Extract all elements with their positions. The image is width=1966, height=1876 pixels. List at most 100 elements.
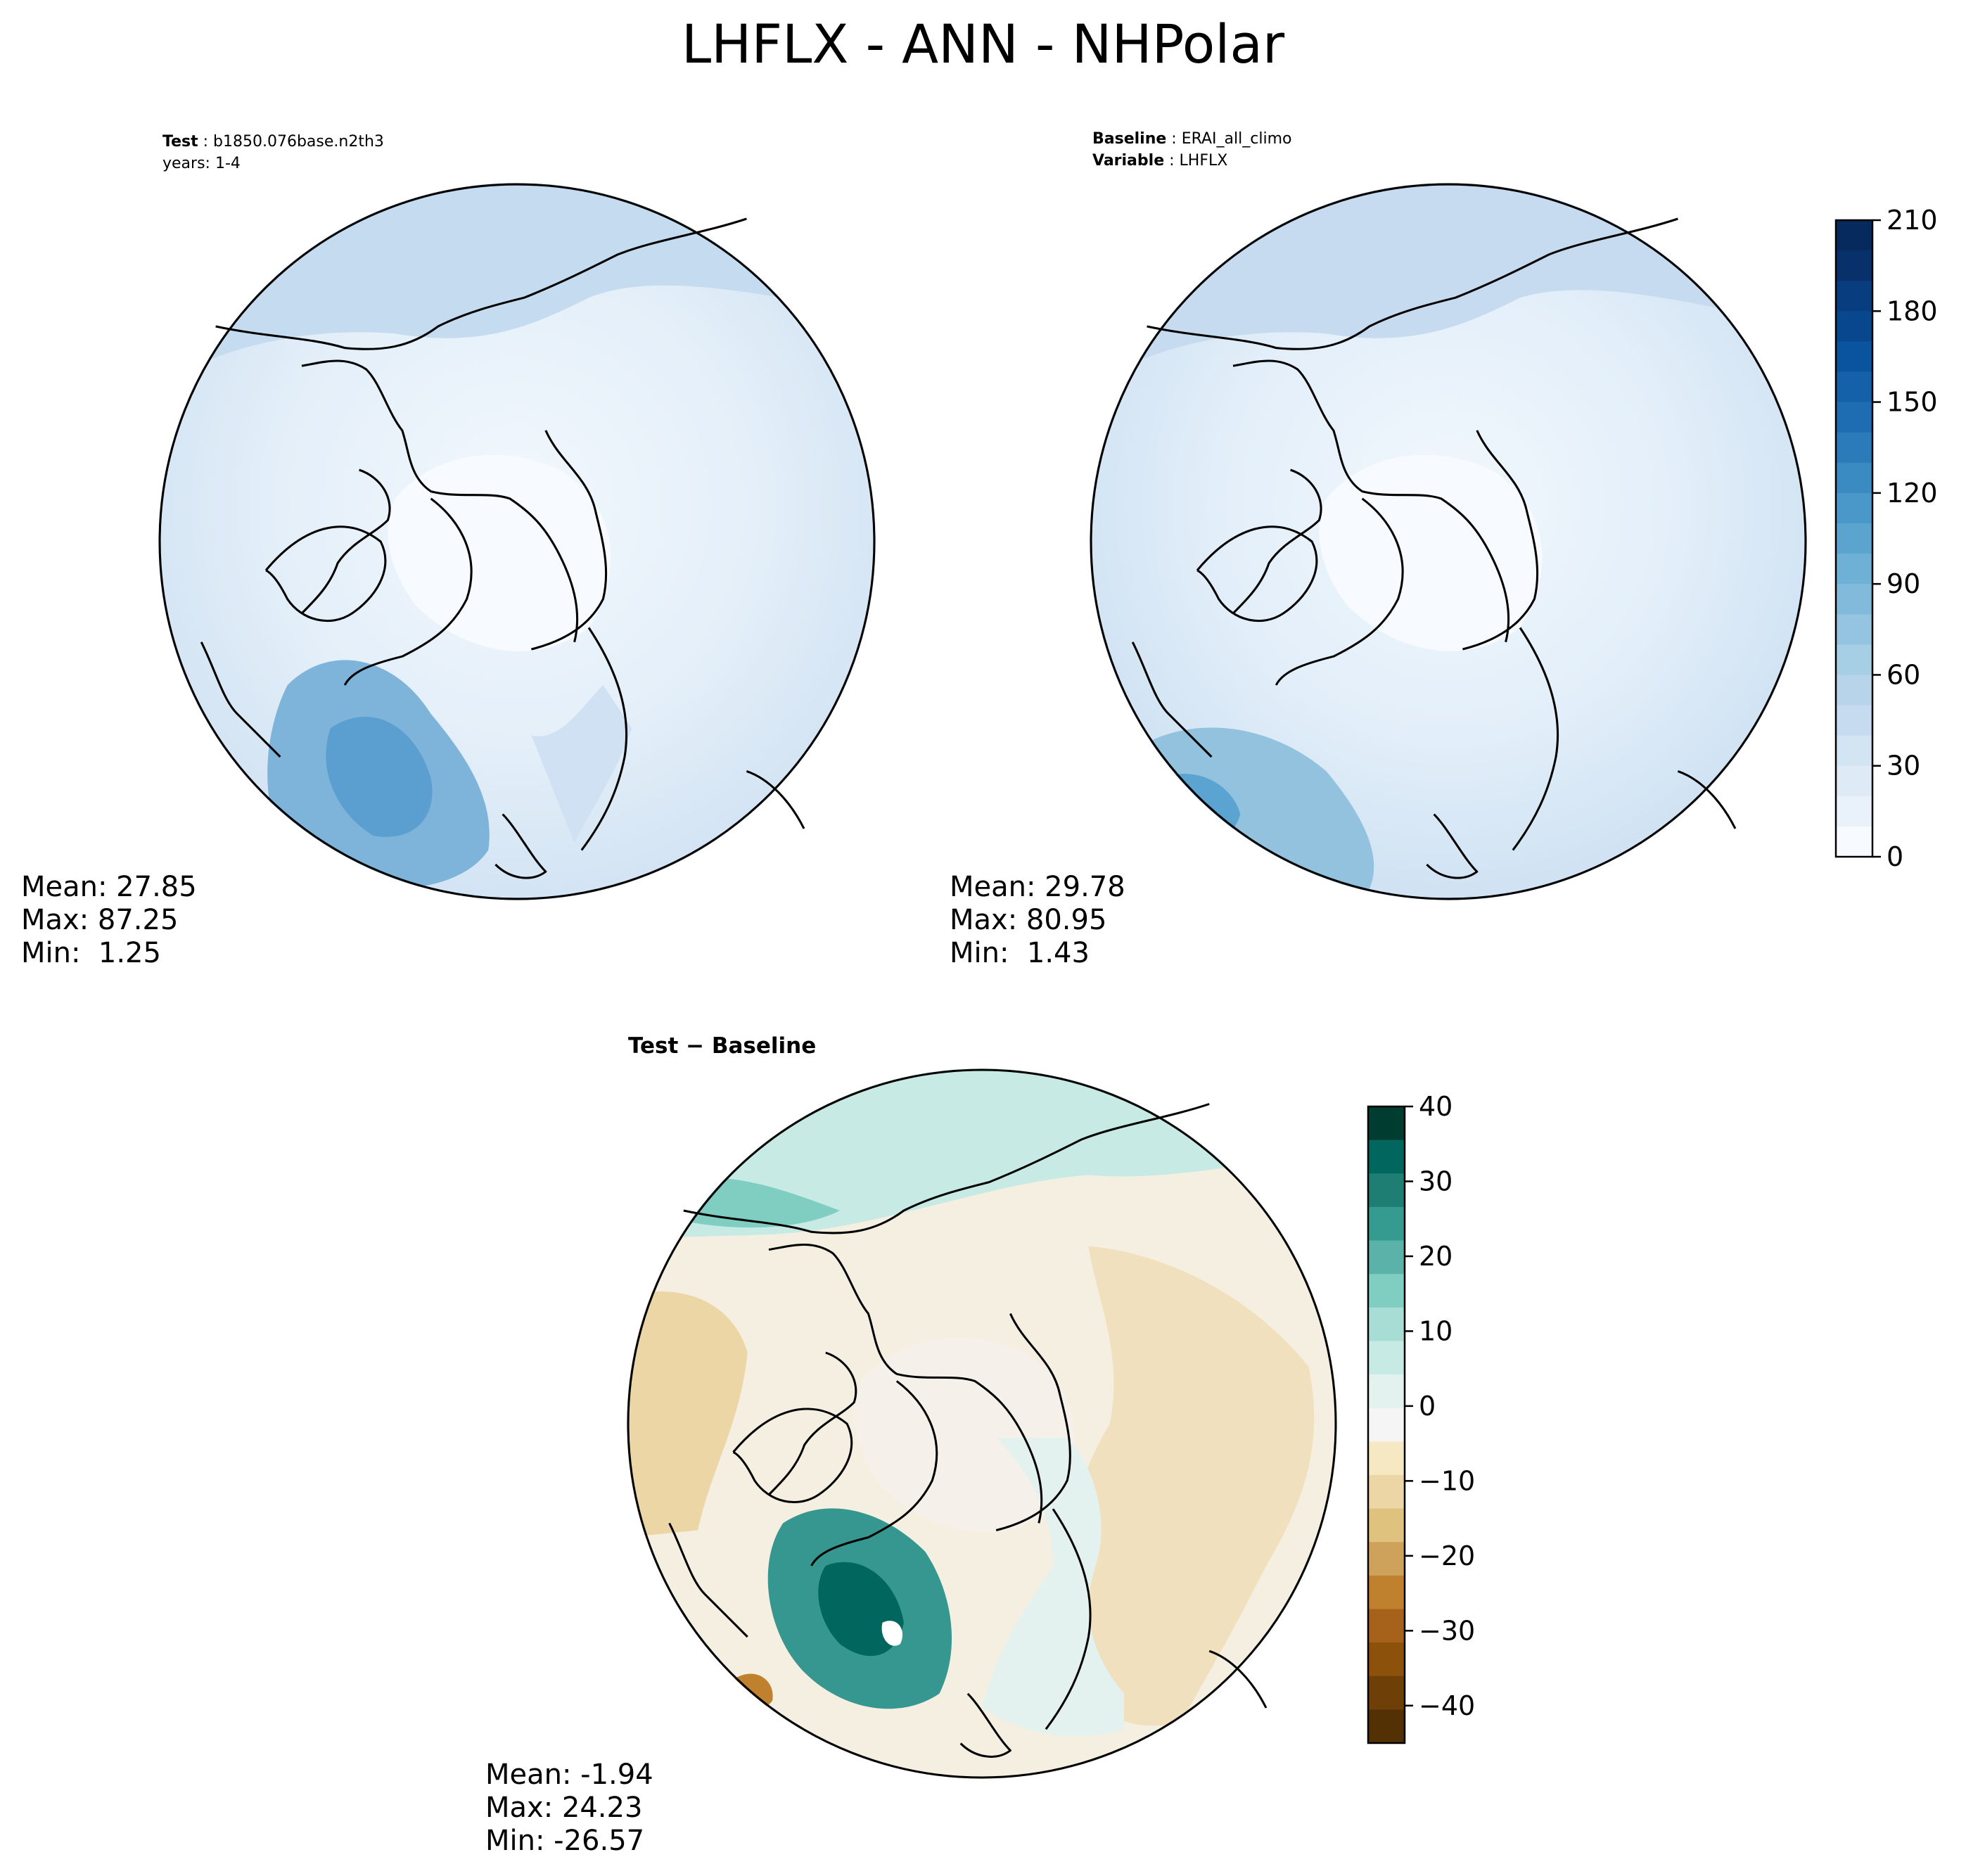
test-mean: Mean: 27.85 [21, 871, 197, 903]
main-colorbar-level [1836, 341, 1872, 373]
test-label-value: b1850.076base.n2th3 [213, 133, 384, 151]
baseline-map [1090, 183, 1807, 900]
main-colorbar-level [1836, 311, 1872, 342]
test-coastlines [200, 217, 805, 879]
main-colorbar: 0 30 60 90 120 150 180 210 [1834, 208, 1938, 869]
diff-field-west-negative [627, 1291, 748, 1538]
diff-stats: Mean: -1.94 Max: 24.23 Min: -26.57 [485, 1759, 653, 1858]
diff-colorbar-level [1368, 1106, 1405, 1141]
main-colorbar-tick-label: 0 [1887, 841, 1903, 869]
diff-field-atlantic-hole [881, 1621, 903, 1646]
main-colorbar-ticks: 0 30 60 90 120 150 180 210 [1872, 208, 1938, 869]
diff-colorbar-tick-label: 30 [1419, 1166, 1453, 1197]
main-colorbar-level [1836, 281, 1872, 312]
baseline-max: Max: 80.95 [950, 904, 1107, 936]
diff-colorbar-level [1368, 1341, 1405, 1375]
diff-colorbar-tick-label: −30 [1419, 1615, 1475, 1646]
diff-colorbar-frame [1367, 1105, 1406, 1744]
diff-field-east-negative [1061, 1246, 1315, 1726]
test-map-border [158, 183, 876, 900]
diff-map-border [627, 1068, 1337, 1779]
main-colorbar-level [1836, 705, 1872, 736]
diff-min: Min: -26.57 [485, 1825, 645, 1857]
baseline-label-value: ERAI_all_climo [1181, 130, 1292, 148]
test-min: Min: 1.25 [21, 937, 161, 969]
main-colorbar-level [1836, 371, 1872, 403]
diff-colorbar-level [1368, 1374, 1405, 1409]
main-colorbar-tick-label: 60 [1887, 659, 1920, 690]
test-years: years: 1-4 [162, 155, 241, 172]
test-stats: Mean: 27.85 Max: 87.25 Min: 1.25 [21, 871, 197, 970]
main-colorbar-level [1836, 462, 1872, 494]
main-colorbar-tick-label: 90 [1887, 568, 1920, 599]
diff-colorbar-level [1368, 1709, 1405, 1744]
baseline-mean: Mean: 29.78 [950, 871, 1125, 903]
diff-panel-title: Test − Baseline [628, 1033, 817, 1059]
figure-title: LHFLX - ANN - NHPolar [681, 13, 1285, 75]
diff-colorbar-ticks: 40 30 20 10 0 −10 −20 −30 −40 [1405, 1094, 1475, 1721]
test-label-key: Test [162, 133, 198, 151]
diff-colorbar-tick-label: −20 [1419, 1540, 1475, 1571]
main-colorbar-tick-label: 120 [1887, 478, 1938, 509]
main-colorbar-level [1836, 220, 1872, 251]
baseline-variable-key: Variable [1092, 152, 1165, 170]
main-colorbar-fill [1836, 220, 1872, 857]
diff-colorbar-level [1368, 1575, 1405, 1610]
diff-max: Max: 24.23 [485, 1792, 643, 1824]
baseline-variable-value: LHFLX [1179, 152, 1228, 170]
main-colorbar-level [1836, 554, 1872, 585]
diff-colorbar-level [1368, 1508, 1405, 1543]
diff-colorbar-tick-label: 0 [1419, 1391, 1436, 1422]
main-colorbar-level [1836, 765, 1872, 797]
main-colorbar-level [1836, 250, 1872, 281]
main-colorbar-level [1836, 523, 1872, 554]
diff-colorbar-level [1368, 1140, 1405, 1174]
main-colorbar-level [1836, 644, 1872, 676]
diff-colorbar: 40 30 20 10 0 −10 −20 −30 −40 [1367, 1094, 1475, 1744]
test-field-atlantic-core [326, 716, 433, 837]
diff-colorbar-level [1368, 1173, 1405, 1208]
main-colorbar-level [1836, 675, 1872, 706]
main-colorbar-tick-label: 210 [1887, 208, 1938, 236]
main-colorbar-tick-label: 150 [1887, 387, 1938, 418]
main-colorbar-level [1836, 735, 1872, 767]
diff-colorbar-level [1368, 1474, 1405, 1510]
test-field-arctic-ocean [388, 454, 611, 651]
baseline-field-arctic-ocean [1319, 454, 1543, 651]
main-colorbar-level [1836, 614, 1872, 645]
baseline-coastlines [1131, 217, 1737, 879]
diff-colorbar-tick-label: 40 [1419, 1094, 1453, 1122]
diff-coastlines [668, 1103, 1268, 1758]
main-colorbar-tick-label: 180 [1887, 295, 1938, 326]
diff-map [627, 1068, 1337, 1779]
diff-colorbar-fill [1368, 1106, 1405, 1744]
baseline-header: Baseline : ERAI_all_climo Variable : LHF… [1092, 130, 1292, 170]
main-colorbar-level [1836, 826, 1872, 857]
main-colorbar-frame [1834, 219, 1874, 858]
diff-colorbar-level [1368, 1609, 1405, 1643]
main-colorbar-tick-label: 30 [1887, 751, 1920, 781]
diff-colorbar-level [1368, 1206, 1405, 1242]
diff-colorbar-level [1368, 1676, 1405, 1710]
diff-colorbar-tick-label: −40 [1419, 1690, 1475, 1721]
baseline-label-key: Baseline [1092, 130, 1167, 148]
diff-mean: Mean: -1.94 [485, 1759, 653, 1791]
diff-colorbar-tick-label: 20 [1419, 1241, 1453, 1272]
diff-field-scandinavia-positive [982, 1438, 1124, 1737]
diff-colorbar-level [1368, 1307, 1405, 1342]
diff-colorbar-level [1368, 1408, 1405, 1442]
diff-colorbar-level [1368, 1642, 1405, 1677]
test-max: Max: 87.25 [21, 904, 179, 936]
diff-colorbar-tick-label: 10 [1419, 1315, 1453, 1346]
main-colorbar-level [1836, 584, 1872, 615]
diff-colorbar-level [1368, 1274, 1405, 1308]
test-field-norwegian-sea [531, 685, 632, 843]
main-colorbar-level [1836, 796, 1872, 827]
main-colorbar-level [1836, 492, 1872, 524]
main-colorbar-level [1836, 432, 1872, 464]
baseline-stats: Mean: 29.78 Max: 80.95 Min: 1.43 [950, 871, 1125, 970]
diff-colorbar-tick-label: −10 [1419, 1465, 1475, 1496]
main-colorbar-level [1836, 402, 1872, 433]
test-map [158, 183, 876, 900]
test-header: Test : b1850.076base.n2th3 years: 1-4 [162, 133, 384, 172]
